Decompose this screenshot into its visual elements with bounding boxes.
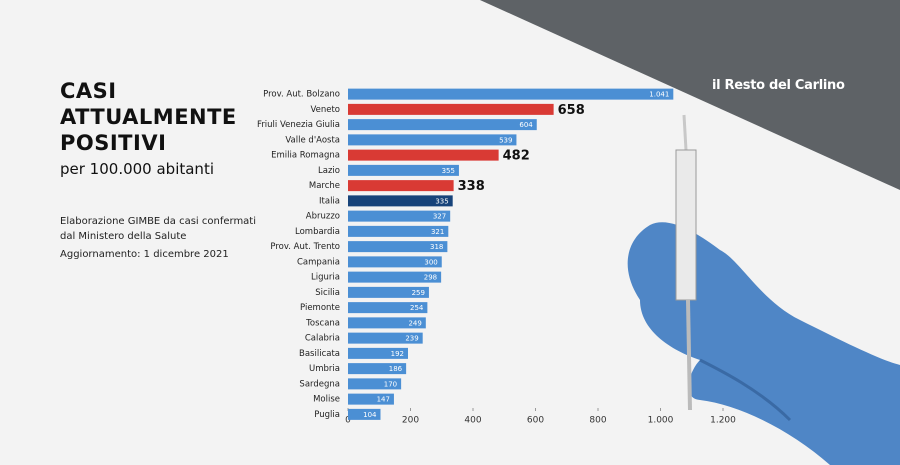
value-label: 539 — [499, 136, 512, 144]
category-label: Piemonte — [300, 303, 340, 313]
bar — [348, 363, 407, 375]
bar — [348, 195, 453, 207]
category-label: Friuli Venezia Giulia — [257, 120, 340, 130]
value-label: 318 — [430, 243, 443, 251]
value-label: 1.041 — [649, 91, 669, 99]
value-label: 355 — [442, 167, 455, 175]
value-label: 335 — [435, 197, 448, 205]
value-label: 249 — [408, 319, 421, 327]
bar — [348, 286, 429, 298]
category-label: Emilia Romagna — [271, 151, 340, 161]
x-tick-label: 1.200 — [710, 416, 736, 426]
syringe-plunger — [686, 299, 692, 411]
value-label: 604 — [519, 121, 533, 129]
bar — [348, 180, 454, 192]
category-label: Prov. Aut. Trento — [270, 242, 340, 252]
x-tick-label: 600 — [527, 416, 544, 426]
bar — [348, 103, 554, 115]
title-panel: CASI ATTUALMENTE POSITIVI per 100.000 ab… — [60, 78, 240, 178]
category-label: Molise — [313, 395, 340, 405]
bar — [348, 256, 442, 268]
syringe-needle — [682, 114, 688, 151]
value-label: 300 — [424, 258, 437, 266]
category-label: Prov. Aut. Bolzano — [263, 90, 340, 100]
category-label: Basilicata — [299, 349, 340, 359]
value-label: 321 — [431, 228, 444, 236]
glove-fold — [699, 358, 792, 422]
bar — [348, 347, 408, 359]
update-note: Aggiornamento: 1 dicembre 2021 — [60, 249, 229, 260]
bar — [348, 134, 517, 146]
category-label: Sicilia — [315, 288, 340, 298]
value-label: 482 — [503, 149, 530, 164]
value-label: 259 — [412, 289, 425, 297]
bar — [348, 225, 449, 237]
bar — [348, 241, 448, 253]
value-label: 192 — [391, 350, 404, 358]
x-tick-label: 200 — [402, 416, 419, 426]
bar — [348, 119, 537, 131]
bar — [348, 88, 674, 100]
value-label: 298 — [424, 274, 437, 282]
background-dark — [480, 0, 900, 190]
category-label: Valle d'Aosta — [285, 135, 340, 145]
category-label: Italia — [319, 196, 340, 206]
bar — [348, 332, 423, 344]
bar — [348, 210, 451, 222]
bar — [348, 408, 381, 420]
value-label: 147 — [377, 396, 390, 404]
value-label: 254 — [410, 304, 424, 312]
x-tick-label: 1.000 — [648, 416, 674, 426]
chart-title: CASI ATTUALMENTE POSITIVI — [60, 79, 237, 155]
chart-subtitle: per 100.000 abitanti — [60, 160, 214, 178]
category-label: Puglia — [314, 410, 340, 420]
value-label: 239 — [405, 335, 418, 343]
category-label: Umbria — [309, 364, 340, 374]
bar — [348, 271, 442, 283]
category-label: Liguria — [311, 273, 340, 283]
category-label: Sardegna — [299, 379, 340, 389]
category-label: Toscana — [305, 318, 340, 328]
bar — [348, 149, 499, 161]
category-label: Calabria — [305, 334, 340, 344]
value-label: 186 — [389, 365, 403, 373]
x-tick-label: 800 — [589, 416, 606, 426]
bar — [348, 302, 428, 314]
source-note: Elaborazione GIMBE da casi confermati da… — [60, 216, 257, 242]
value-label: 338 — [458, 179, 485, 194]
category-label: Veneto — [310, 105, 340, 115]
value-label: 104 — [363, 411, 377, 419]
bar — [348, 164, 459, 176]
category-label: Campania — [297, 257, 340, 267]
bar — [348, 393, 394, 405]
category-label: Abruzzo — [306, 212, 340, 222]
category-label: Lazio — [318, 166, 340, 176]
x-tick-label: 0 — [345, 416, 351, 426]
brand-logo: il Resto del Carlino — [712, 78, 845, 93]
x-tick-label: 400 — [464, 416, 481, 426]
category-label: Marche — [309, 181, 340, 191]
syringe — [675, 114, 697, 411]
category-label: Lombardia — [295, 227, 340, 237]
value-label: 327 — [433, 213, 446, 221]
bar — [348, 317, 426, 329]
syringe-barrel — [675, 149, 697, 301]
value-label: 170 — [384, 380, 397, 388]
value-label: 658 — [558, 103, 585, 118]
bar — [348, 378, 402, 390]
